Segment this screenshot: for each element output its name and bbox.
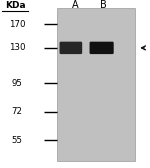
Bar [57, 8, 135, 161]
FancyBboxPatch shape [60, 42, 82, 54]
Text: 95: 95 [12, 79, 23, 88]
Text: A: A [72, 0, 78, 10]
FancyBboxPatch shape [90, 42, 114, 54]
Text: B: B [100, 0, 107, 10]
Text: 55: 55 [12, 136, 23, 145]
Text: 72: 72 [12, 107, 23, 116]
Text: KDa: KDa [5, 1, 25, 10]
Text: 170: 170 [9, 20, 26, 29]
Text: 130: 130 [9, 43, 26, 52]
